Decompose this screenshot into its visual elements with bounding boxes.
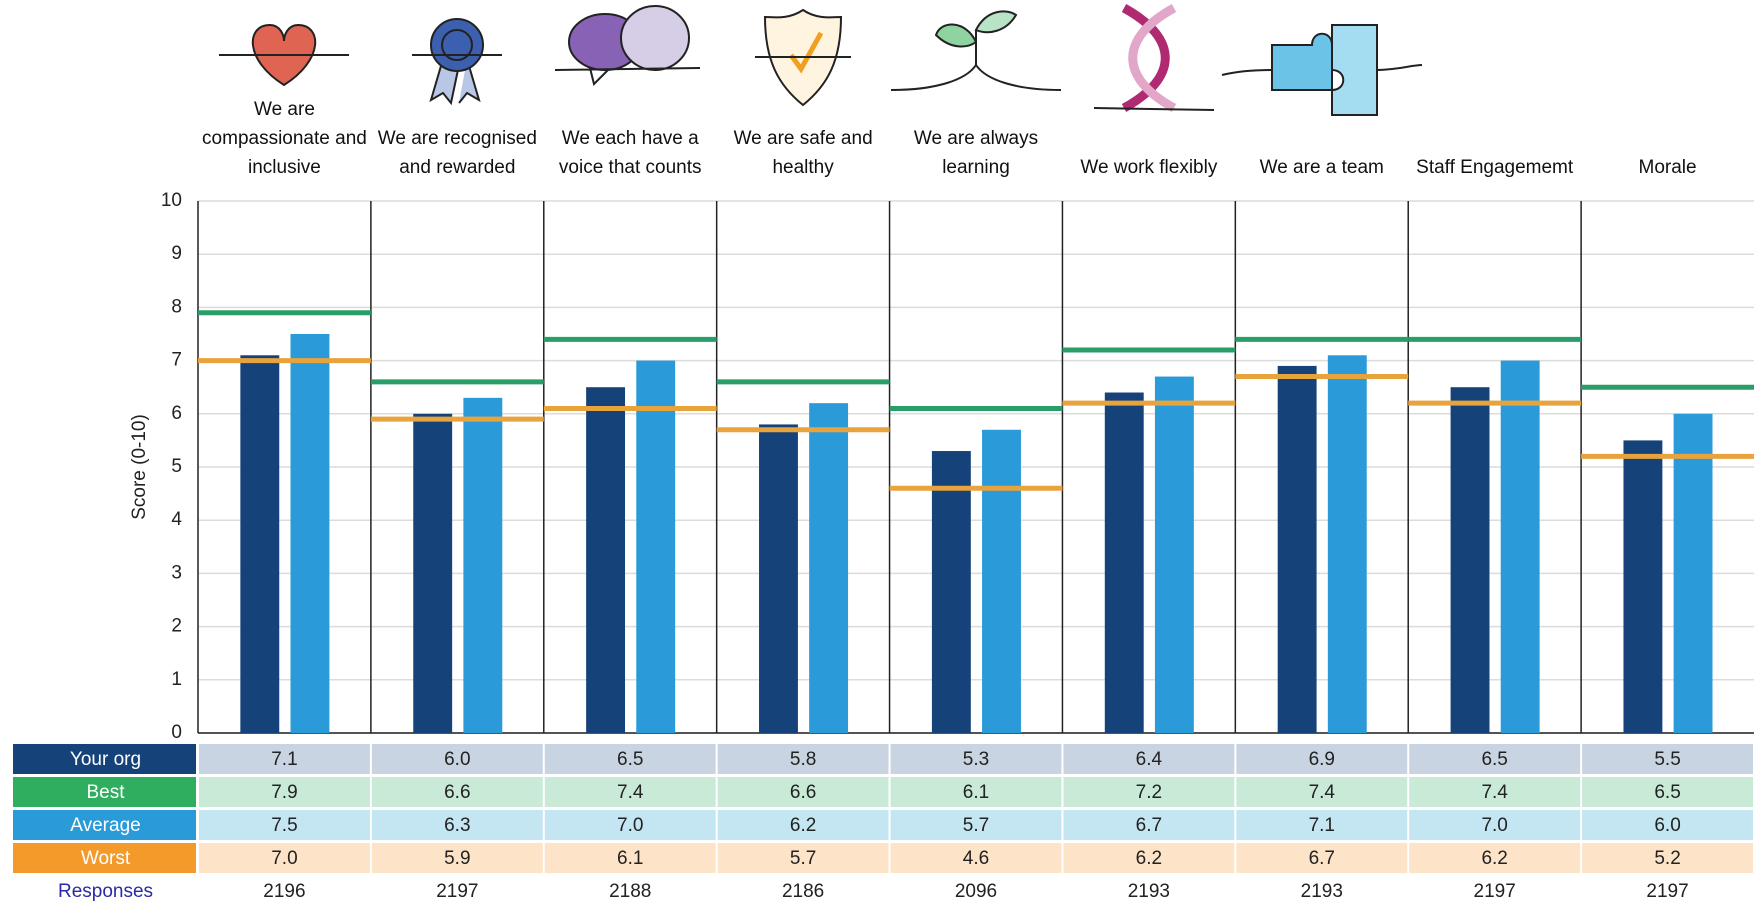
bar [1501, 361, 1540, 733]
table-value: 4.6 [963, 848, 989, 869]
category-label: We are safe and healthy [719, 124, 887, 182]
table-value: 6.0 [1654, 815, 1680, 836]
y-tick-label: 9 [171, 243, 182, 264]
bar [1278, 366, 1317, 733]
responses-value: 2197 [436, 881, 478, 902]
table-value: 7.1 [1309, 815, 1335, 836]
y-tick-label: 4 [171, 509, 182, 530]
bar [1155, 377, 1194, 733]
table-value: 7.9 [271, 782, 297, 803]
bar [1105, 393, 1144, 733]
table-value: 5.7 [963, 815, 989, 836]
bar [809, 403, 848, 733]
responses-value: 2197 [1646, 881, 1688, 902]
table-value: 6.7 [1136, 815, 1162, 836]
bar [463, 398, 502, 733]
table-value: 5.3 [963, 749, 989, 770]
table-value: 6.5 [1654, 782, 1680, 803]
table-value: 5.8 [790, 749, 816, 770]
y-tick-label: 6 [171, 403, 182, 424]
bar [1623, 440, 1662, 733]
bar [982, 430, 1021, 733]
responses-value: 2188 [609, 881, 651, 902]
responses-value: 2193 [1301, 881, 1343, 902]
responses-value: 2193 [1128, 881, 1170, 902]
category-label: We are always learning [892, 124, 1060, 182]
bar [413, 414, 452, 733]
table-value: 5.9 [444, 848, 470, 869]
table-value: 7.1 [271, 749, 297, 770]
table-value: 6.2 [790, 815, 816, 836]
data-table: Your org 7.1 6.0 6.5 5.8 5.3 6.4 6.9 6.5 5.5 Best 7… [13, 744, 1753, 902]
table-value: 6.6 [444, 782, 470, 803]
y-tick-label: 0 [171, 722, 182, 743]
y-axis-title: Score (0-10) [129, 414, 150, 520]
row-label: Best [86, 782, 125, 803]
y-tick-label: 7 [171, 350, 182, 371]
page: {"chart_data":{"type":"bar", "y_label":"… [0, 0, 1754, 906]
y-tick-label: 8 [171, 296, 182, 317]
table-value: 7.4 [617, 782, 644, 803]
table-value: 6.9 [1309, 749, 1335, 770]
table-value: 5.7 [790, 848, 816, 869]
bar [290, 334, 329, 733]
table-value: 7.4 [1481, 782, 1508, 803]
bar [1328, 355, 1367, 733]
table-value: 6.5 [1481, 749, 1507, 770]
responses-value: 2196 [263, 881, 305, 902]
row-label: Worst [81, 848, 131, 869]
table-value: 6.5 [617, 749, 643, 770]
row-label: Your org [70, 749, 141, 770]
table-value: 7.0 [617, 815, 643, 836]
table-value: 6.2 [1481, 848, 1507, 869]
bar [759, 424, 798, 733]
table-value: 7.2 [1136, 782, 1162, 803]
y-tick-label: 10 [161, 190, 182, 211]
table-value: 6.0 [444, 749, 470, 770]
category-label: Staff Engagememt [1411, 153, 1579, 182]
y-tick-label: 5 [171, 456, 182, 477]
bar [636, 361, 675, 733]
table-value: 7.0 [271, 848, 297, 869]
table-value: 6.2 [1136, 848, 1162, 869]
category-label: We work flexibly [1065, 153, 1233, 182]
table-value: 6.1 [617, 848, 643, 869]
category-label: Morale [1584, 153, 1752, 182]
bar [1451, 387, 1490, 733]
y-tick-label: 2 [171, 616, 182, 637]
y-tick-label: 3 [171, 562, 182, 583]
bar [932, 451, 971, 733]
category-label: We are compassionate and inclusive [200, 95, 368, 182]
category-labels: We are compassionate and inclusiveWe are… [0, 0, 1754, 182]
responses-value: 2186 [782, 881, 824, 902]
y-tick-label: 1 [171, 669, 182, 690]
table-value: 7.5 [271, 815, 297, 836]
category-label: We each have a voice that counts [546, 124, 714, 182]
category-label: We are a team [1238, 153, 1406, 182]
bar [586, 387, 625, 733]
category-label: We are recognised and rewarded [373, 124, 541, 182]
row-label: Average [70, 815, 140, 836]
table-value: 6.3 [444, 815, 470, 836]
table-value: 6.7 [1309, 848, 1335, 869]
bar [240, 355, 279, 733]
table-value: 6.6 [790, 782, 816, 803]
table-value: 5.2 [1654, 848, 1680, 869]
plot-area: 0 1 2 3 4 5 6 7 8 9 10 [161, 190, 1754, 743]
table-value: 7.4 [1309, 782, 1336, 803]
table-value: 7.0 [1481, 815, 1507, 836]
responses-value: 2096 [955, 881, 997, 902]
bar [1674, 414, 1713, 733]
table-value: 5.5 [1654, 749, 1680, 770]
responses-value: 2197 [1474, 881, 1516, 902]
responses-label: Responses [58, 881, 153, 902]
table-value: 6.1 [963, 782, 989, 803]
table-value: 6.4 [1136, 749, 1163, 770]
